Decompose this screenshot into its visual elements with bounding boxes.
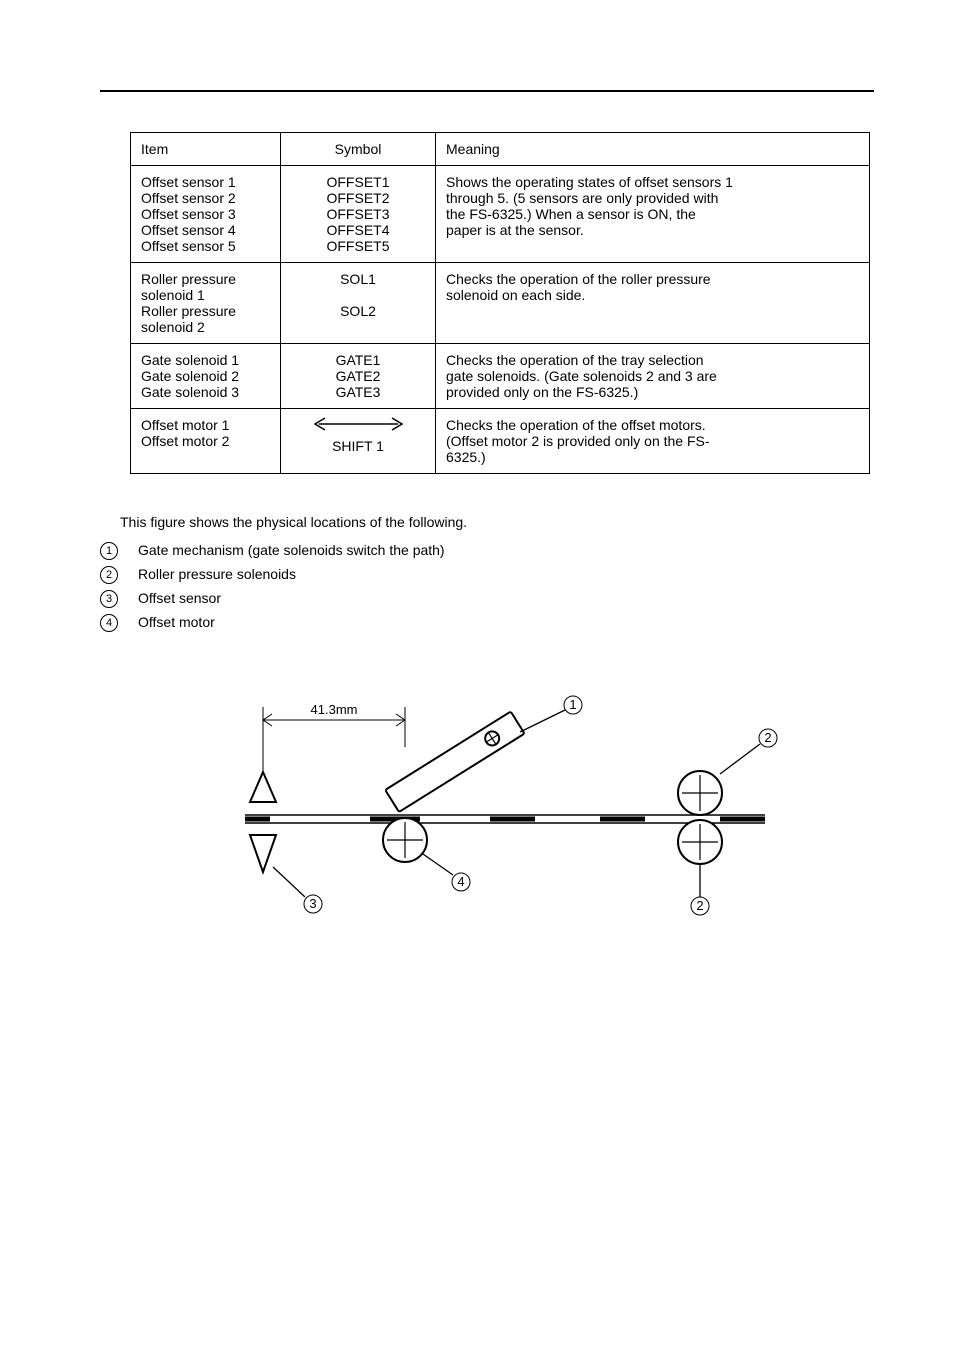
list-text-1: Gate mechanism (gate solenoids switch th… [138, 542, 445, 558]
callout-1: 1 [569, 697, 576, 712]
horizontal-rule [100, 90, 874, 92]
list-text-2: Roller pressure solenoids [138, 566, 296, 582]
cell-symbol-1: SOL1 SOL2 [281, 263, 436, 344]
list-row-4: 4 Offset motor [100, 614, 874, 632]
list-row-3: 3 Offset sensor [100, 590, 874, 608]
circled-number-icon: 4 [100, 614, 118, 632]
sorter-status-table: Item Symbol Meaning Offset sensor 1 Offs… [130, 132, 870, 474]
dim-label: 41.3mm [311, 702, 358, 717]
th-symbol: Symbol [281, 133, 436, 166]
callout-2a: 2 [764, 730, 771, 745]
list-row-1: 1 Gate mechanism (gate solenoids switch … [100, 542, 874, 560]
circled-number-icon: 1 [100, 542, 118, 560]
circled-number-icon: 2 [100, 566, 118, 584]
th-item: Item [131, 133, 281, 166]
cell-item-0: Offset sensor 1 Offset sensor 2 Offset s… [131, 166, 281, 263]
cell-meaning-3: Checks the operation of the offset motor… [436, 409, 870, 474]
cell-item-2: Gate solenoid 1 Gate solenoid 2 Gate sol… [131, 344, 281, 409]
callout-2b: 2 [696, 898, 703, 913]
cell-meaning-2: Checks the operation of the tray selecti… [436, 344, 870, 409]
th-meaning: Meaning [436, 133, 870, 166]
cell-symbol-2: GATE1 GATE2 GATE3 [281, 344, 436, 409]
cell-meaning-1: Checks the operation of the roller press… [436, 263, 870, 344]
mechanism-svg: 41.3mm [210, 672, 800, 952]
cell-item-1: Roller pressure solenoid 1 Roller pressu… [131, 263, 281, 344]
mechanism-diagram: 41.3mm [210, 672, 874, 955]
callout-4: 4 [457, 874, 464, 889]
cell-symbol-3: SHIFT 1 [281, 409, 436, 474]
list-text-3: Offset sensor [138, 590, 221, 606]
figure-intro-text: This figure shows the physical locations… [120, 514, 874, 530]
cell-item-3: Offset motor 1 Offset motor 2 [131, 409, 281, 474]
double-arrow-icon [311, 415, 406, 433]
circled-number-icon: 3 [100, 590, 118, 608]
cell-meaning-0: Shows the operating states of offset sen… [436, 166, 870, 263]
list-row-2: 2 Roller pressure solenoids [100, 566, 874, 584]
cell-symbol-0: OFFSET1 OFFSET2 OFFSET3 OFFSET4 OFFSET5 [281, 166, 436, 263]
list-text-4: Offset motor [138, 614, 215, 630]
callout-3: 3 [309, 896, 316, 911]
